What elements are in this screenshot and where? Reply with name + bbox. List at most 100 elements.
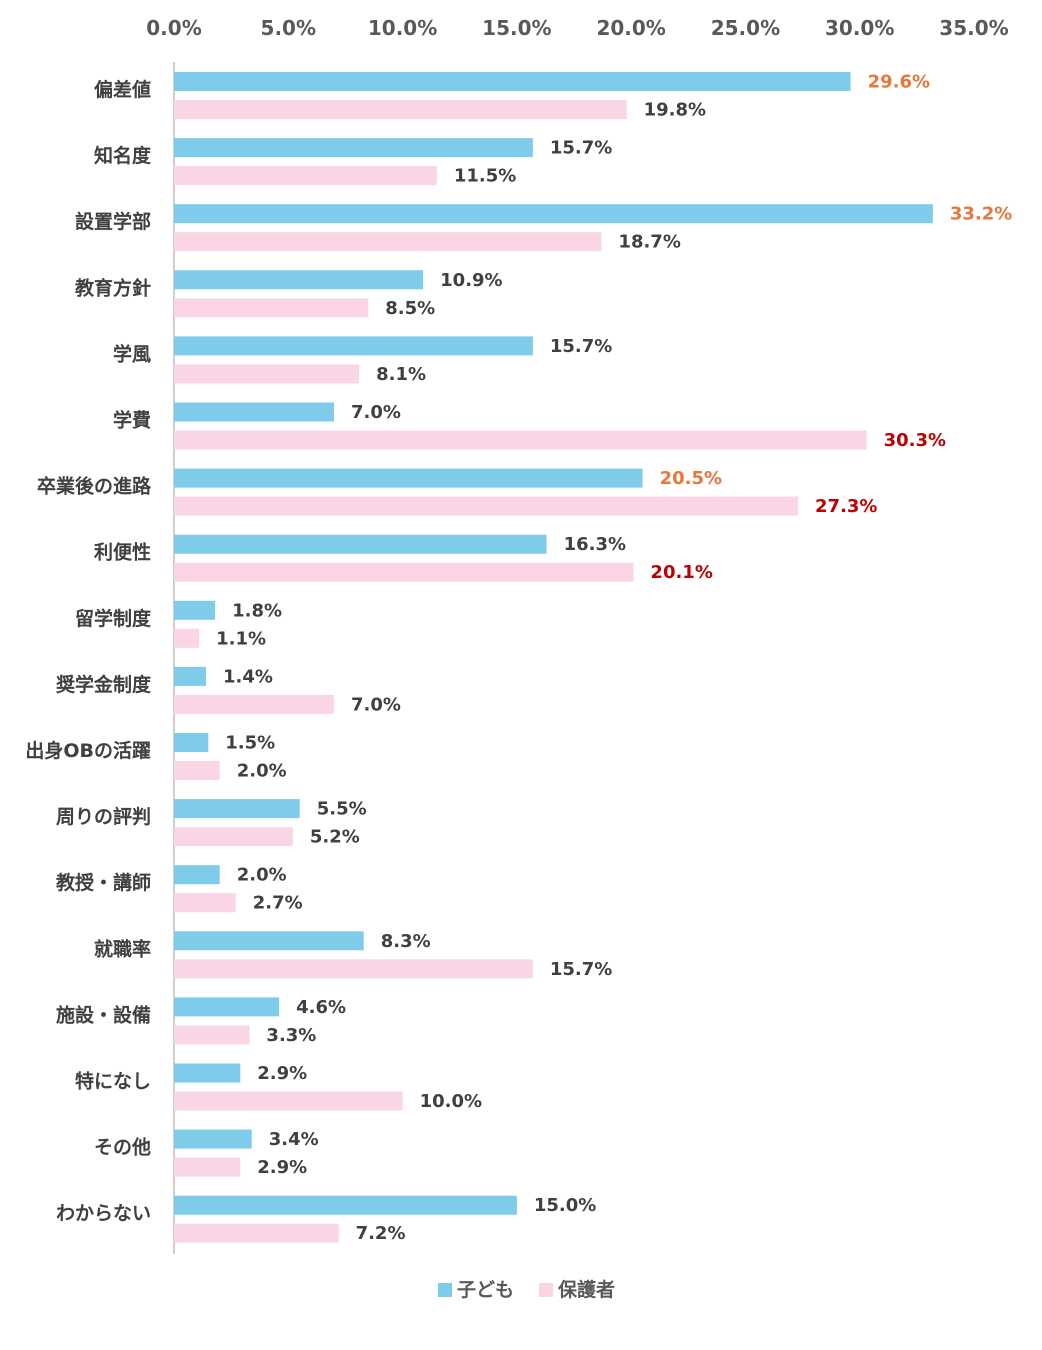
bar-hogosha [174,827,293,847]
category-label: 留学制度 [75,607,152,630]
data-label: 19.8% [644,100,706,121]
bar-hogosha [174,893,236,913]
data-label: 15.7% [550,959,612,980]
bar-hogosha [174,1157,241,1177]
category-label: 学風 [113,342,151,365]
category-label: 教育方針 [75,276,151,299]
bar-hogosha [174,959,533,979]
data-label: 2.0% [237,761,287,782]
data-label: 8.5% [385,298,435,319]
data-label: 1.8% [232,600,282,621]
bar-hogosha [174,298,369,318]
data-label: 2.0% [237,865,287,886]
category-group: わからない 15.0% 7.2% [56,1195,596,1244]
bar-kodomo [174,600,216,620]
data-label: 30.3% [884,430,946,451]
category-label: 偏差値 [94,78,151,101]
x-tick-label: 25.0% [711,16,780,40]
data-label: 8.1% [376,364,426,385]
x-tick-label: 15.0% [482,16,551,40]
data-label: 5.2% [310,827,360,848]
bar-hogosha [174,1025,250,1045]
category-group: 利便性 16.3% 20.1% [94,534,713,583]
bar-kodomo [174,733,209,752]
legend-label: 子ども [457,1279,514,1301]
bar-kodomo [174,468,643,488]
bar-kodomo [174,336,533,356]
category-label: 卒業後の進路 [37,475,152,498]
data-label: 10.0% [420,1091,482,1112]
bar-hogosha [174,496,798,516]
x-tick-label: 5.0% [261,16,316,40]
category-label: 周りの評判 [56,805,151,828]
data-label: 1.4% [223,666,273,687]
bar-kodomo [174,666,206,686]
category-label: 設置学部 [75,210,151,233]
category-label: 学費 [113,409,151,432]
bar-kodomo [174,1129,252,1149]
category-group: 留学制度 1.8% 1.1% [75,600,282,649]
bar-kodomo [174,1195,517,1215]
bar-hogosha [174,761,220,780]
legend: 子ども 保護者 [438,1278,615,1301]
category-label: 利便性 [94,541,151,564]
data-label: 5.5% [317,799,367,820]
data-label: 18.7% [618,232,680,253]
data-label: 33.2% [950,204,1012,225]
category-label: 特になし [75,1071,151,1093]
category-label: わからない [56,1203,151,1225]
x-tick-label: 30.0% [825,16,894,40]
data-label: 27.3% [815,496,877,517]
data-label: 7.0% [351,694,401,715]
bar-hogosha [174,628,200,648]
data-label: 8.3% [381,931,431,952]
x-tick-label: 35.0% [939,16,1008,40]
x-axis-ticks: 0.0% 5.0% 10.0% 15.0% 20.0% 25.0% 30.0% 35.0% [146,16,1008,40]
bar-kodomo [174,72,851,91]
bar-hogosha [174,232,602,252]
category-group: その他 3.4% 2.9% [94,1129,319,1178]
legend-swatch [539,1283,553,1297]
bar-groups: 偏差値 29.6% 19.8% 知名度 15.7% 11.5% 設置学部 33.2% 18.7%… [25,72,1012,1245]
category-label: 出身OBの活躍 [25,739,151,762]
category-group: 奨学金制度 1.4% 7.0% [55,666,401,715]
category-group: 学費 7.0% 30.3% [113,402,946,451]
bar-hogosha [174,562,634,582]
data-label: 2.7% [253,893,303,914]
bar-kodomo [174,402,334,422]
category-group: 周りの評判 5.5% 5.2% [56,799,367,848]
data-label: 11.5% [454,166,516,187]
category-group: 就職率 8.3% 15.7% [94,931,612,980]
category-group: 学風 15.7% 8.1% [113,336,612,385]
data-label: 4.6% [296,997,346,1018]
category-group: 知名度 15.7% 11.5% [94,138,612,187]
bar-kodomo [174,138,533,158]
data-label: 3.3% [266,1025,316,1046]
data-label: 1.1% [216,628,266,649]
legend-swatch [438,1283,452,1297]
bar-hogosha [174,1091,403,1111]
category-group: 教授・講師 2.0% 2.7% [56,865,303,914]
data-label: 3.4% [269,1129,319,1150]
x-tick-label: 20.0% [596,16,665,40]
x-tick-label: 10.0% [368,16,437,40]
data-label: 7.0% [351,402,401,423]
bar-kodomo [174,534,547,554]
data-label: 2.9% [257,1157,307,1178]
category-group: 偏差値 29.6% 19.8% [94,72,930,121]
data-label: 20.5% [660,468,722,489]
category-group: 特になし 2.9% 10.0% [75,1063,482,1112]
category-group: 設置学部 33.2% 18.7% [75,204,1012,253]
bar-kodomo [174,270,424,290]
category-group: 出身OBの活躍 1.5% 2.0% [25,733,286,782]
data-label: 15.7% [550,138,612,159]
data-label: 2.9% [257,1063,307,1084]
legend-label: 保護者 [557,1278,615,1301]
data-label: 7.2% [356,1223,406,1244]
bar-hogosha [174,1223,339,1243]
bar-kodomo [174,204,933,224]
data-label: 16.3% [564,534,626,555]
category-group: 卒業後の進路 20.5% 27.3% [37,468,877,517]
category-label: 就職率 [94,937,151,960]
